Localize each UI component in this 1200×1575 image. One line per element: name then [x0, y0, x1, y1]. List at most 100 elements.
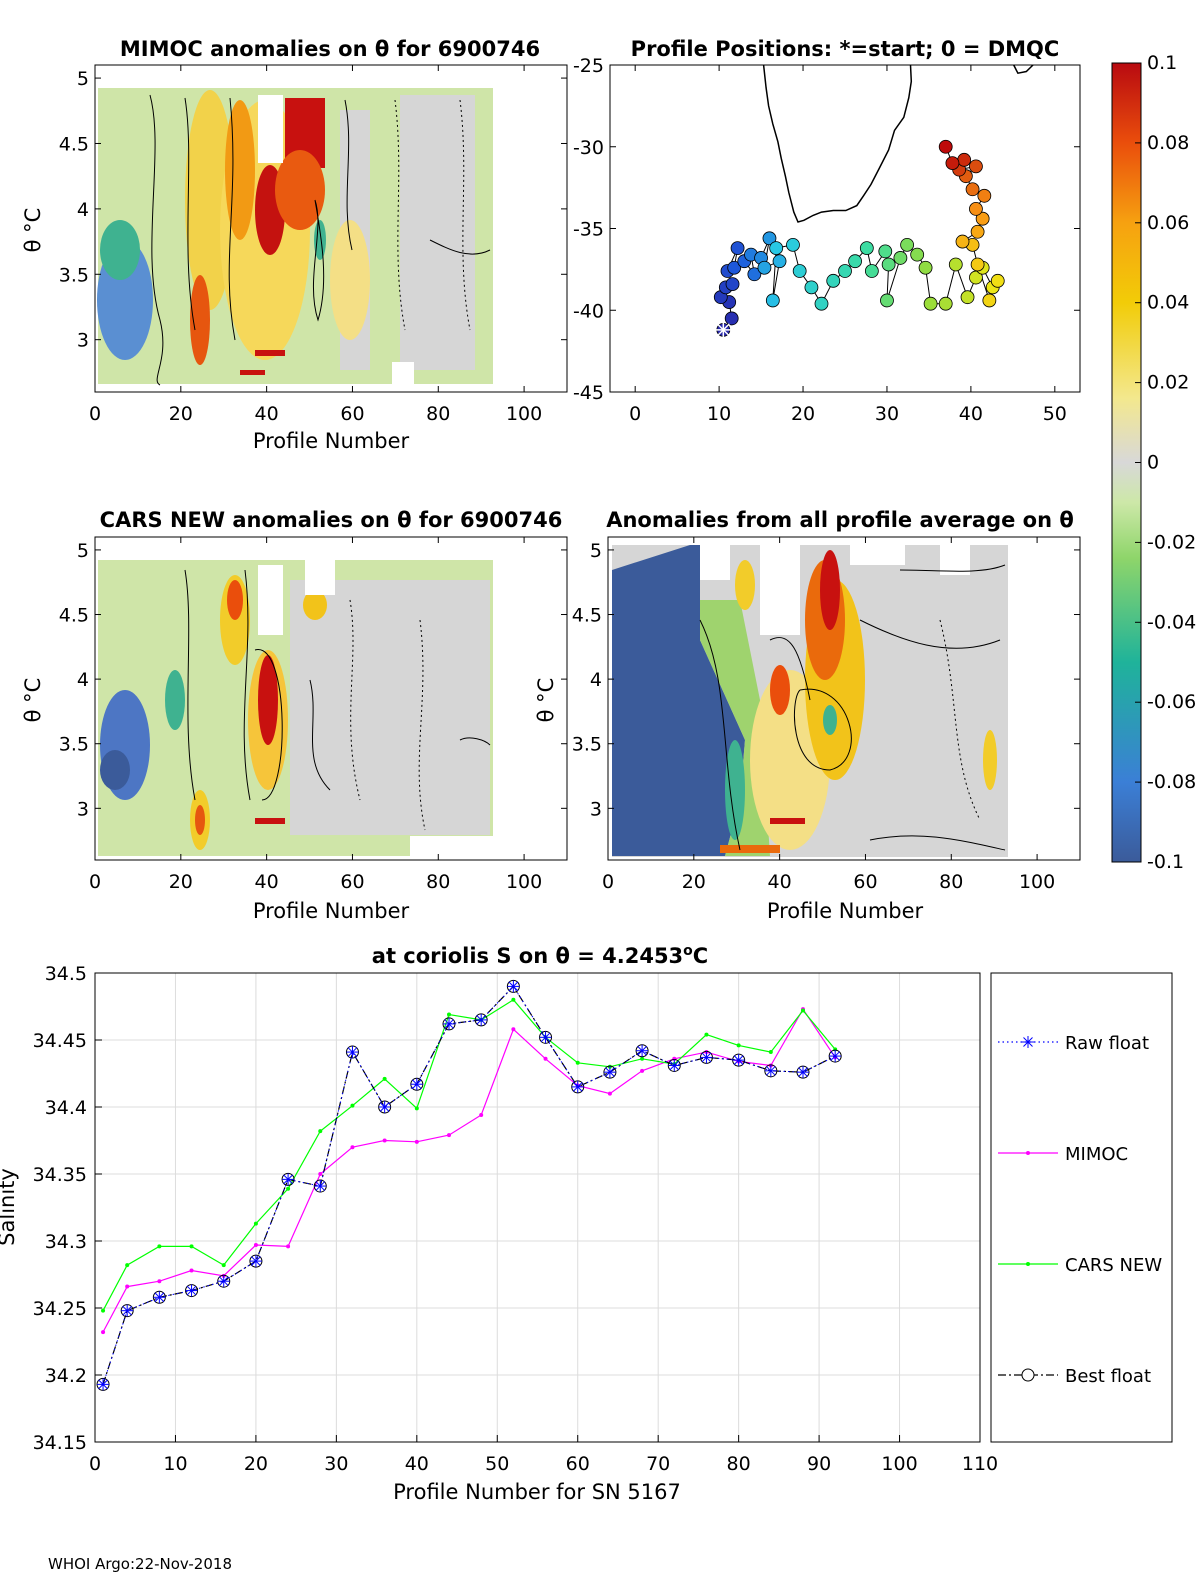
average-heatmap: [612, 545, 1008, 857]
y-tick-label: 4.5: [572, 605, 602, 627]
average-white-gap: [760, 545, 800, 635]
profile-position-marker: [910, 247, 925, 262]
data-point: [640, 1068, 645, 1073]
profile-position-marker: [765, 293, 780, 308]
profile-position-marker: [977, 188, 992, 203]
average-plot-frame: [607, 536, 1081, 861]
data-point: [125, 1284, 130, 1289]
cars-contours: [184, 569, 491, 831]
data-point: [508, 981, 519, 992]
cars-red-line: [255, 818, 285, 824]
profile-position-marker: [762, 231, 777, 246]
mimoc-teal-patch: [100, 220, 140, 280]
average-axes: 0 20 40 60 80 100 3 3.5 4 4.5 5: [572, 537, 1080, 893]
data-point: [318, 1129, 323, 1134]
contour-line: [459, 99, 471, 331]
y-tick-label: 4.5: [59, 133, 89, 155]
data-point: [154, 1292, 165, 1303]
data-point: [286, 1186, 291, 1191]
y-tick-label: 4: [77, 669, 89, 691]
x-tick-label: 70: [646, 1453, 670, 1475]
contour-line: [309, 679, 331, 791]
data-point: [189, 1244, 194, 1249]
average-white-gap: [940, 545, 970, 575]
x-tick-label: 60: [340, 403, 364, 425]
cars-ylabel: θ °C: [21, 678, 45, 723]
profile-position-marker: [878, 244, 893, 259]
x-tick-label: 60: [340, 871, 364, 893]
cars-gray-band: [290, 580, 490, 835]
y-tick-label: 3: [590, 798, 602, 820]
mimoc-gray-band: [400, 95, 475, 370]
profile-position-marker: [918, 260, 933, 275]
y-tick-label: 34.45: [33, 1030, 87, 1052]
average-ylabel: θ °C: [534, 678, 558, 723]
x-tick-label: 0: [89, 403, 101, 425]
profile-position-marker: [948, 257, 963, 272]
y-tick-label: 4: [590, 669, 602, 691]
average-orange-line: [720, 845, 780, 853]
series-line-cars-new: [102, 999, 836, 1311]
cars-heatmap: [98, 545, 495, 858]
data-point: [765, 1065, 776, 1076]
x-tick-label: 80: [939, 871, 963, 893]
profile-position-marker: [970, 224, 985, 239]
data-point: [798, 1067, 808, 1078]
mimoc-white-gap: [392, 362, 414, 384]
profile-position-marker: [848, 254, 862, 269]
positions-title: Profile Positions: *=start; 0 = DMQC: [631, 37, 1060, 61]
data-point: [476, 1015, 487, 1025]
x-tick-label: 40: [768, 871, 792, 893]
legend-frame: [990, 972, 1173, 1443]
colorbar-label: -0.1: [1147, 851, 1184, 873]
legend-marker: [1026, 1262, 1030, 1266]
average-blue-region: [612, 545, 745, 856]
y-tick-label: -30: [573, 137, 604, 159]
profile-position-marker: [880, 293, 894, 308]
panel-mimoc: MIMOC anomalies on θ for 6900746: [21, 37, 568, 453]
legend-label: Best float: [1065, 1366, 1151, 1387]
y-tick-label: 34.2: [45, 1365, 87, 1387]
contour-line: [312, 199, 325, 322]
positions-map: [713, 64, 1034, 338]
data-point: [511, 1027, 516, 1032]
x-tick-label: 100: [1019, 871, 1055, 893]
data-point: [379, 1102, 390, 1112]
data-point: [350, 1103, 355, 1108]
y-tick-label: 5: [77, 68, 89, 90]
mimoc-heatmap: [97, 88, 493, 384]
mimoc-ylabel: θ °C: [21, 208, 45, 253]
contour-line: [344, 99, 353, 251]
mimoc-axes: 0 20 40 60 80 100 3 3.5 4 4.5 5: [59, 65, 567, 425]
data-point: [768, 1050, 773, 1055]
contour-line: [769, 637, 811, 701]
x-tick-label: 0: [89, 1453, 101, 1475]
coastline: [762, 64, 913, 223]
profile-position-marker: [969, 159, 983, 174]
y-tick-label: 34.15: [33, 1432, 87, 1454]
profile-position-marker: [923, 296, 938, 311]
profile-position-marker: [893, 251, 908, 265]
y-tick-label: -40: [573, 300, 604, 322]
profile-position-marker: [960, 290, 975, 305]
x-tick-label: 20: [682, 871, 706, 893]
data-point: [704, 1032, 709, 1037]
y-tick-label: 4: [77, 199, 89, 221]
data-point: [701, 1052, 712, 1063]
x-tick-label: 50: [1043, 403, 1067, 425]
profile-position-marker: [975, 211, 990, 226]
data-point: [414, 1106, 419, 1111]
mimoc-red-line: [255, 350, 285, 356]
data-point: [286, 1244, 291, 1249]
x-tick-label: 0: [629, 403, 641, 425]
x-tick-label: 10: [707, 403, 731, 425]
data-point: [511, 997, 516, 1002]
cars-xlabel: Profile Number: [253, 899, 410, 923]
panel-average: Anomalies from all profile average on θ: [534, 508, 1081, 923]
colorbar-label: 0.02: [1147, 372, 1189, 394]
cars-blue-patch: [100, 750, 130, 790]
data-point: [801, 1008, 805, 1013]
average-yellow-patch: [983, 730, 997, 790]
legend-label: Raw float: [1065, 1033, 1149, 1054]
y-tick-label: 34.25: [33, 1298, 87, 1320]
